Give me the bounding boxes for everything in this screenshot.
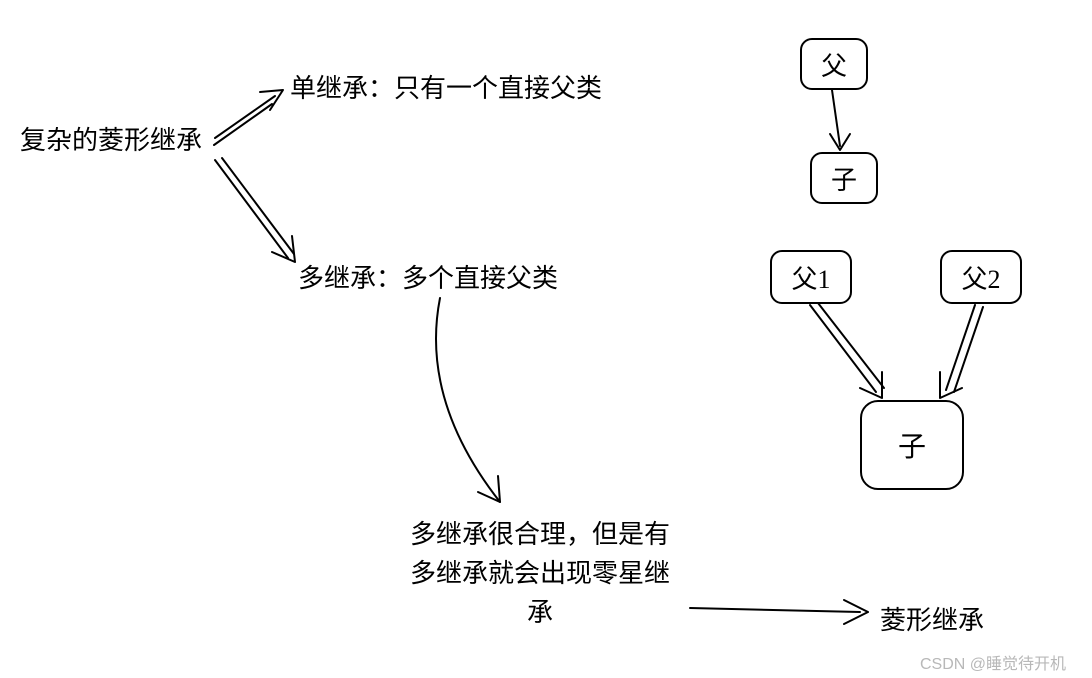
node-child2: 子 [860, 400, 964, 490]
node-parent2-label: 父2 [961, 259, 1000, 296]
label-note-line3: 承 [400, 593, 680, 632]
node-parent-label: 父 [821, 46, 847, 83]
diagram-stage: { "canvas": { "width": 1092, "height": 6… [0, 0, 1092, 678]
node-child: 子 [810, 152, 878, 204]
node-child-label: 子 [831, 160, 857, 197]
label-single-inheritance: 单继承：只有一个直接父类 [290, 68, 602, 105]
arrow-root-to-single [214, 90, 283, 145]
arrow-multi-to-note [436, 298, 500, 502]
node-parent1-label: 父1 [791, 259, 830, 296]
label-note-line2: 多继承就会出现零星继 [400, 554, 680, 593]
node-parent: 父 [800, 38, 868, 90]
node-parent2: 父2 [940, 250, 1022, 304]
label-note: 多继承很合理，但是有 多继承就会出现零星继 承 [400, 515, 680, 632]
arrow-parent-to-child [830, 90, 850, 150]
label-note-line1: 多继承很合理，但是有 [400, 515, 680, 554]
node-child2-label: 子 [898, 425, 926, 465]
label-root: 复杂的菱形继承 [20, 120, 202, 157]
label-diamond-inheritance: 菱形继承 [880, 600, 984, 637]
label-multi-inheritance: 多继承：多个直接父类 [298, 258, 558, 295]
arrow-p1-to-child2 [810, 303, 884, 398]
arrow-root-to-multi [215, 158, 295, 262]
arrow-note-to-diamond [690, 600, 868, 624]
node-parent1: 父1 [770, 250, 852, 304]
watermark: CSDN @睡觉待开机 [920, 650, 1066, 674]
arrow-p2-to-child2 [940, 305, 983, 398]
